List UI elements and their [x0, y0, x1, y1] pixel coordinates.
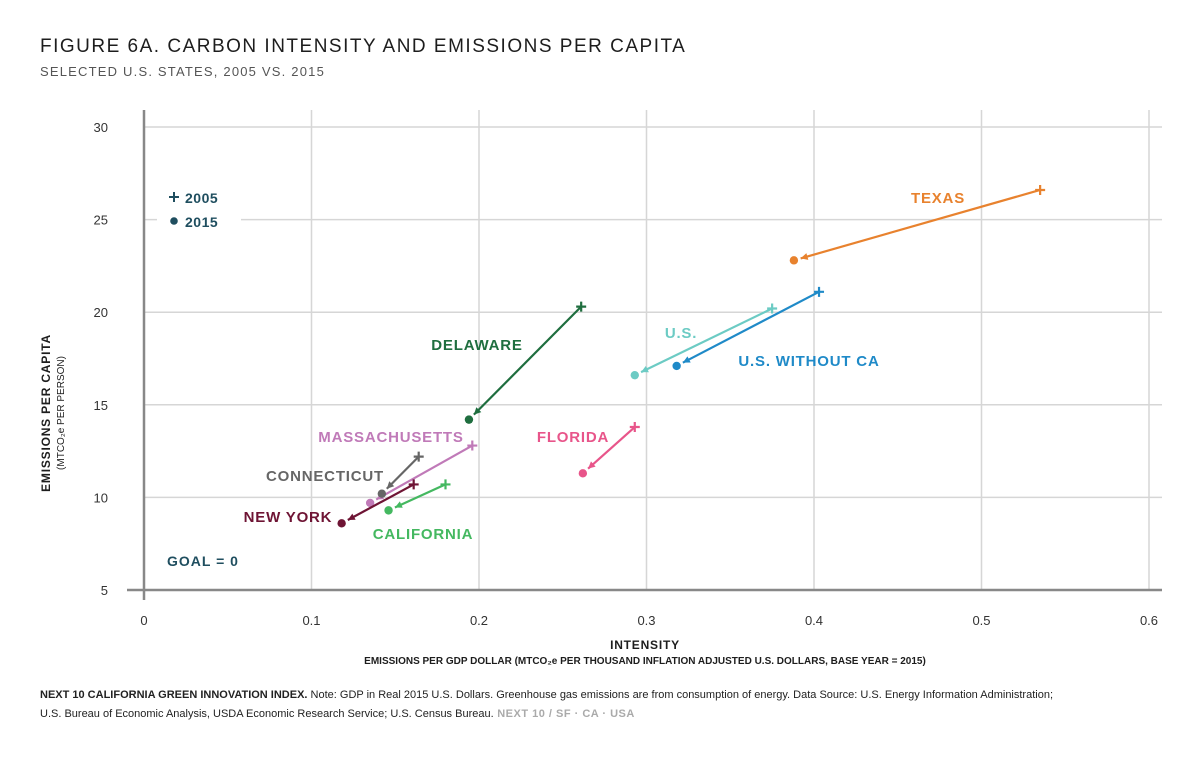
- trend-arrow-line: [347, 483, 415, 521]
- goal-annotation: GOAL = 0: [167, 553, 239, 569]
- trend-arrow-line: [640, 307, 773, 374]
- footer-note: NEXT 10 CALIFORNIA GREEN INNOVATION INDE…: [40, 686, 1170, 724]
- grid-lines: [144, 110, 1162, 590]
- arrowhead-icon: [347, 513, 356, 521]
- arrowhead-icon: [800, 253, 809, 260]
- point-2005-plus: [408, 479, 419, 490]
- arrowhead-icon: [394, 501, 403, 508]
- point-2005-plus: [767, 303, 778, 314]
- arrowhead-icon: [386, 481, 395, 489]
- series-connecticut: [377, 451, 424, 498]
- trend-arrow-line: [473, 305, 582, 416]
- legend-dot-marker: [170, 217, 178, 225]
- x-axis-subtitle: EMISSIONS PER GDP DOLLAR (MTCO₂e PER THO…: [364, 656, 926, 667]
- series-labels: TEXAS U.S. WITHOUT CA U.S. DELAWARE FLORIDA M…: [244, 190, 965, 543]
- data-marks: [337, 184, 1046, 528]
- series-label: CONNECTICUT: [266, 468, 384, 485]
- brand-label: NEXT 10 / SF · CA · USA: [493, 708, 635, 720]
- point-2015-dot: [630, 370, 639, 380]
- series-new-york: [337, 479, 419, 528]
- point-2015-dot: [365, 498, 375, 508]
- x-axis-title: INTENSITY: [610, 638, 680, 652]
- arrowhead-icon: [641, 365, 649, 373]
- chart-title: FIGURE 6A. CARBON INTENSITY AND EMISSION…: [40, 36, 687, 57]
- x-tick-label: 0.2: [470, 613, 488, 628]
- x-tick-label: 0.1: [302, 613, 320, 628]
- point-2015-dot: [337, 519, 346, 528]
- x-tick-label: 0.5: [972, 613, 990, 628]
- point-2015-dot: [789, 256, 799, 265]
- series-delaware: [464, 301, 587, 424]
- point-2015-dot: [384, 506, 393, 515]
- point-2015-dot: [464, 415, 474, 424]
- series-label: MASSACHUSETTS: [318, 429, 463, 446]
- point-2005-plus: [576, 301, 587, 312]
- trend-arrow-line: [375, 444, 473, 501]
- trend-arrow-line: [800, 188, 1041, 260]
- series-massachusetts: [365, 440, 478, 508]
- point-2005-plus: [1035, 184, 1046, 195]
- y-tick-label: 15: [94, 398, 108, 413]
- point-2005-plus: [629, 422, 640, 433]
- series-label: U.S. WITHOUT CA: [738, 353, 879, 370]
- note-line-2: U.S. Bureau of Economic Analysis, USDA E…: [40, 708, 494, 720]
- legend-plus-marker: [169, 192, 179, 202]
- note-line-1: Note: GDP in Real 2015 U.S. Dollars. Gre…: [307, 689, 1054, 701]
- series-u-s-: [630, 303, 778, 380]
- y-tick-label: 25: [94, 213, 108, 228]
- chart-subtitle: SELECTED U.S. STATES, 2005 VS. 2015: [40, 64, 326, 79]
- legend-box: [157, 180, 241, 242]
- legend: 2005 2015: [157, 180, 241, 242]
- series-label: DELAWARE: [431, 337, 522, 354]
- y-tick-label: 30: [94, 120, 108, 135]
- trend-arrow-line: [682, 290, 820, 364]
- series-u-s-without-ca: [672, 286, 825, 371]
- x-tick-label: 0.3: [637, 613, 655, 628]
- y-axis-title: EMISSIONS PER CAPITA: [39, 334, 53, 492]
- point-2015-dot: [672, 361, 681, 371]
- legend-label-2005: 2005: [185, 190, 218, 206]
- point-2005-plus: [814, 286, 825, 297]
- x-tick-label: 0.6: [1140, 613, 1158, 628]
- trend-arrow-line: [587, 426, 636, 470]
- trend-arrow-line: [394, 483, 446, 509]
- y-tick-label: 20: [94, 305, 108, 320]
- series-label: TEXAS: [911, 190, 965, 207]
- series-california: [384, 479, 451, 515]
- x-tick-label: 0.4: [805, 613, 823, 628]
- series-label: NEW YORK: [244, 509, 333, 526]
- series-label: CALIFORNIA: [373, 526, 474, 543]
- point-2015-dot: [578, 469, 588, 478]
- arrowhead-icon: [588, 461, 596, 469]
- y-axis-subtitle: (MTCO₂e PER PERSON): [56, 356, 67, 470]
- point-2015-dot: [377, 489, 387, 498]
- series-texas: [789, 184, 1046, 265]
- trend-arrow-line: [386, 455, 420, 490]
- source-title: NEXT 10 CALIFORNIA GREEN INNOVATION INDE…: [40, 689, 308, 701]
- legend-label-2015: 2015: [185, 214, 218, 230]
- arrowhead-icon: [682, 356, 691, 363]
- arrowhead-icon: [473, 407, 482, 415]
- axes: [127, 110, 1162, 600]
- y-tick-label: 5: [101, 583, 108, 598]
- point-2005-plus: [467, 440, 478, 451]
- x-tick-label: 0: [140, 613, 147, 628]
- point-2005-plus: [440, 479, 451, 490]
- point-2005-plus: [413, 451, 424, 462]
- series-label: U.S.: [665, 325, 697, 342]
- tick-labels: 0 0.1 0.2 0.3 0.4 0.5 0.6 5 10 15 20 25 30: [94, 120, 1159, 628]
- y-tick-label: 10: [94, 490, 108, 505]
- series-florida: [578, 422, 640, 478]
- series-label: FLORIDA: [537, 429, 609, 446]
